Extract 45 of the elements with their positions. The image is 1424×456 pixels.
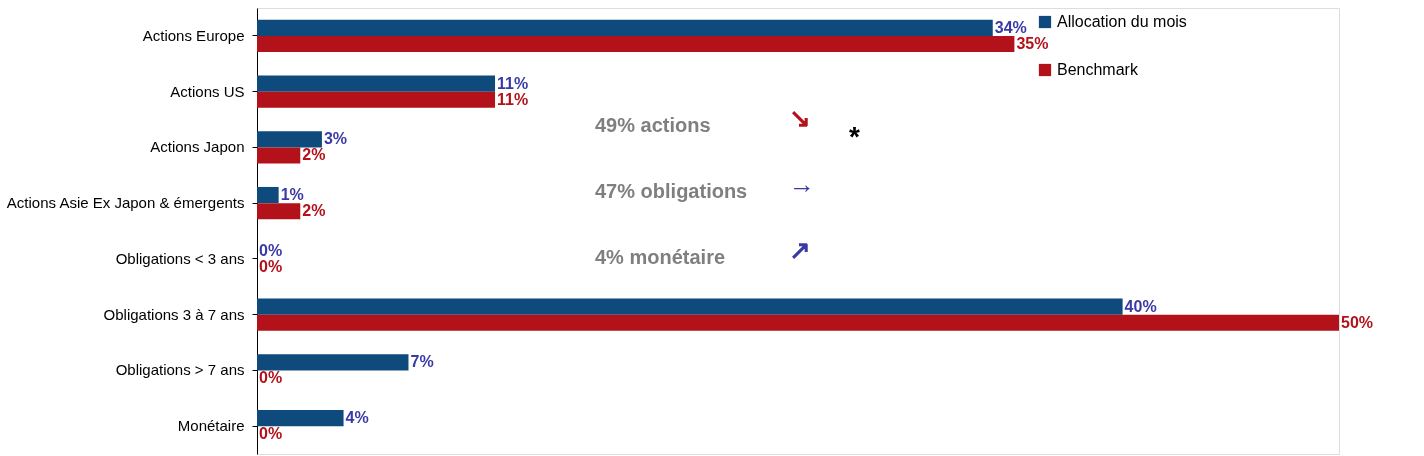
y-tick-label: Actions Europe bbox=[142, 26, 245, 44]
bar bbox=[257, 131, 322, 148]
bar bbox=[257, 75, 496, 92]
bar bbox=[257, 409, 344, 427]
data-label: 4% bbox=[345, 409, 369, 427]
annotation: 47% obligations bbox=[595, 180, 748, 202]
bar bbox=[257, 314, 1339, 331]
bar bbox=[257, 298, 1123, 315]
data-label: 2% bbox=[302, 146, 326, 164]
y-tick-label: Obligations < 3 ans bbox=[115, 249, 245, 267]
data-label: 0% bbox=[259, 425, 283, 443]
y-tick-label: Obligations 3 à 7 ans bbox=[103, 305, 245, 323]
data-label: 50% bbox=[1341, 313, 1374, 331]
data-label: 7% bbox=[410, 353, 434, 371]
data-label: 0% bbox=[259, 257, 283, 275]
data-label: 0% bbox=[259, 241, 283, 259]
y-tick-label: Obligations > 7 ans bbox=[115, 361, 245, 379]
bar bbox=[257, 19, 993, 36]
data-label: 34% bbox=[994, 18, 1027, 36]
data-label: 2% bbox=[302, 202, 326, 220]
bar bbox=[257, 203, 301, 220]
annotation: ↗ bbox=[789, 235, 811, 265]
annotation: 49% actions bbox=[595, 114, 711, 136]
bar bbox=[257, 186, 279, 204]
y-tick-label: Actions Asie Ex Japon & émergents bbox=[6, 194, 245, 212]
data-label: 3% bbox=[323, 130, 348, 148]
data-label: 35% bbox=[1016, 34, 1049, 52]
y-tick-label: Actions US bbox=[170, 82, 245, 100]
legend-label: Benchmark bbox=[1057, 61, 1139, 78]
y-tick-label: Monétaire bbox=[177, 417, 245, 435]
annotation: * bbox=[849, 121, 860, 152]
annotation: ↘ bbox=[789, 103, 811, 133]
legend-label: Allocation du mois bbox=[1057, 13, 1187, 30]
annotation: 4% monétaire bbox=[595, 246, 726, 268]
data-label: 0% bbox=[259, 369, 283, 387]
data-label: 40% bbox=[1124, 297, 1157, 315]
bar bbox=[257, 91, 496, 108]
bar bbox=[257, 35, 1015, 53]
data-label: 11% bbox=[497, 74, 529, 92]
bar bbox=[257, 147, 301, 164]
y-tick-label: Actions Japon bbox=[150, 138, 245, 156]
bar bbox=[257, 354, 409, 371]
annotation: → bbox=[789, 169, 815, 199]
data-label: 1% bbox=[280, 186, 304, 204]
data-label: 11% bbox=[497, 90, 529, 108]
